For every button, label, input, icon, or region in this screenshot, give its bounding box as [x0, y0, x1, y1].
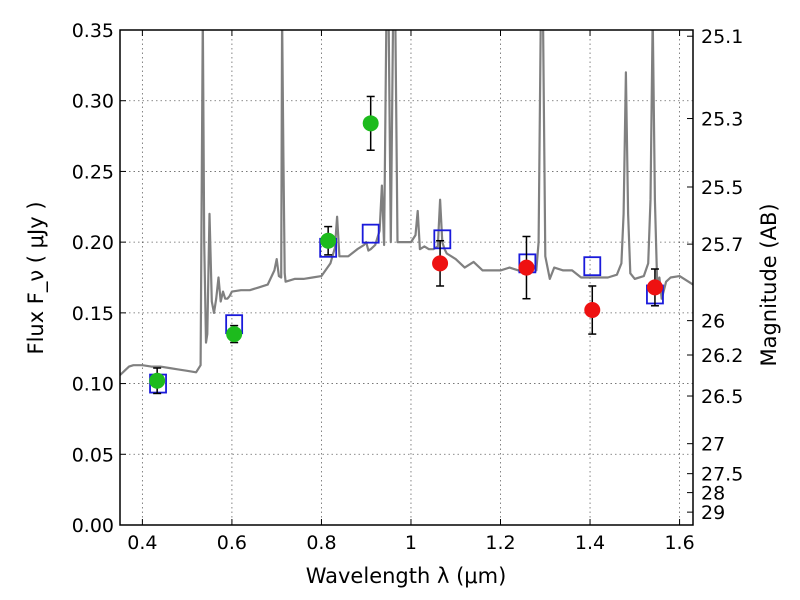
y-tick-label: 0.35 — [72, 20, 114, 42]
model-photometry-square — [433, 229, 452, 250]
y-tick-label: 0.10 — [72, 374, 114, 396]
y2-tick-label: 26.5 — [701, 386, 743, 408]
observed-point — [584, 302, 601, 319]
plot-area — [120, 30, 693, 395]
y2-tick-label: 25.5 — [701, 177, 743, 199]
y2-tick-label: 27.5 — [701, 464, 743, 486]
x-axis-label: Wavelength λ (μm) — [306, 564, 507, 588]
axes: 0.4 0.6 0.8 1 1.2 1.4 1.6 0.00 0.05 0.10 0.15 0.20 0… — [72, 20, 744, 554]
observed-point — [646, 279, 663, 296]
observed-point — [432, 255, 449, 272]
y-tick-label: 0.30 — [72, 91, 114, 113]
x-tick-label: 1.2 — [485, 532, 515, 554]
y2-tick-label: 26 — [701, 311, 725, 333]
y-tick-label: 0.25 — [72, 161, 114, 183]
observed-point — [149, 372, 166, 389]
plot-frame — [119, 29, 694, 526]
y2-tick-label: 29 — [701, 502, 725, 524]
x-tick-label: 0.4 — [127, 532, 157, 554]
y-tick-label: 0.15 — [72, 303, 114, 325]
x-tick-label: 0.8 — [306, 532, 336, 554]
model-photometry-square — [361, 223, 380, 244]
y2-tick-label: 26.2 — [701, 345, 743, 367]
y-axis-label: Flux F_ν ( μJy ) — [24, 201, 49, 354]
y2-axis-label: Magnitude (AB) — [757, 203, 781, 366]
y2-tick-label: 27 — [701, 434, 725, 456]
observed-point — [226, 326, 243, 343]
spectrum-line — [120, 30, 693, 376]
observed-point — [518, 259, 535, 276]
observed-point — [320, 232, 337, 249]
y-tick-label: 0.00 — [72, 515, 114, 537]
y2-tick-label: 25.1 — [701, 26, 743, 48]
y2-tick-label: 25.7 — [701, 234, 743, 256]
model-photometry-square — [583, 256, 602, 277]
y-tick-label: 0.20 — [72, 232, 114, 254]
x-tick-label: 0.6 — [217, 532, 247, 554]
x-tick-label: 1.4 — [575, 532, 605, 554]
y2-tick-label: 25.3 — [701, 109, 743, 131]
x-tick-label: 1 — [405, 532, 417, 554]
observed-point — [362, 115, 379, 132]
y-tick-label: 0.05 — [72, 444, 114, 466]
x-tick-label: 1.6 — [664, 532, 694, 554]
y2-tick-label: 28 — [701, 483, 725, 505]
